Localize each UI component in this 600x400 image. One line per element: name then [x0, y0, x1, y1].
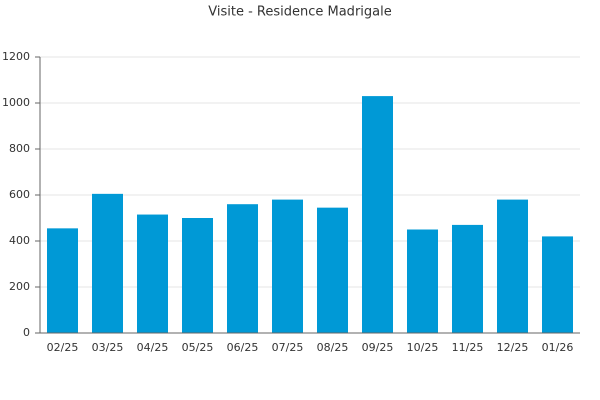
bar [272, 199, 303, 333]
x-tick-label: 06/25 [227, 341, 259, 354]
bar [182, 218, 213, 333]
x-tick-label: 11/25 [452, 341, 484, 354]
y-tick-label: 1200 [2, 50, 30, 63]
bar [452, 224, 483, 333]
y-tick-label: 400 [9, 234, 30, 247]
x-tick-label: 03/25 [92, 341, 124, 354]
bar [317, 207, 348, 333]
x-tick-label: 10/25 [407, 341, 439, 354]
x-tick-label: 07/25 [272, 341, 304, 354]
x-tick-label: 02/25 [47, 341, 79, 354]
bar [47, 228, 78, 333]
x-tick-label: 05/25 [182, 341, 214, 354]
y-tick-label: 600 [9, 188, 30, 201]
bar [227, 204, 258, 333]
x-tick-label: 12/25 [497, 341, 529, 354]
bar [362, 96, 393, 333]
y-tick-label: 200 [9, 280, 30, 293]
x-tick-label: 04/25 [137, 341, 169, 354]
y-tick-label: 800 [9, 142, 30, 155]
x-tick-label: 08/25 [317, 341, 349, 354]
bar [497, 199, 528, 333]
y-tick-label: 0 [23, 326, 30, 339]
x-tick-label: 01/26 [542, 341, 574, 354]
x-tick-label: 09/25 [362, 341, 394, 354]
bar [137, 214, 168, 333]
y-tick-label: 1000 [2, 96, 30, 109]
chart-title: Visite - Residence Madrigale [208, 5, 391, 20]
bar [92, 193, 123, 333]
bar [542, 236, 573, 333]
bar [407, 229, 438, 333]
